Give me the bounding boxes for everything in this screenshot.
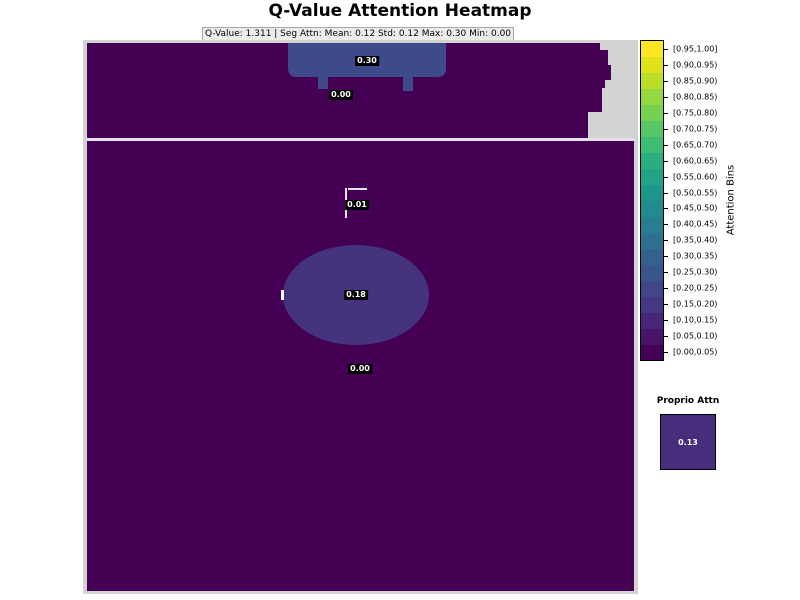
colorbar-tick <box>664 272 668 274</box>
colorbar-tick-label: [0.40,0.45) <box>673 219 718 229</box>
colorbar-tick <box>664 224 668 226</box>
segment-label-floor: 0.00 <box>348 364 372 374</box>
colorbar-tick <box>664 208 668 210</box>
colorbar-tick <box>664 176 668 178</box>
colorbar-segment <box>641 216 663 233</box>
colorbar-tick-label: [0.65,0.70) <box>673 140 718 150</box>
colorbar-tick-label: [0.90,0.95) <box>673 60 718 70</box>
colorbar-tick-label: [0.95,1.00] <box>673 44 718 54</box>
colorbar-tick-label: [0.45,0.50) <box>673 203 718 213</box>
colorbar-segment <box>641 344 663 361</box>
colorbar-tick <box>664 352 668 354</box>
colorbar-segment <box>641 232 663 249</box>
segment-label-stick: 0.01 <box>345 200 369 210</box>
colorbar-tick <box>664 240 668 242</box>
colorbar-segment <box>641 328 663 345</box>
colorbar-tick-label: [0.85,0.90) <box>673 76 718 86</box>
heatmap-svg <box>87 43 634 591</box>
colorbar-segment <box>641 72 663 90</box>
colorbar-segment <box>641 264 663 281</box>
segment-label-upper-shelf: 0.00 <box>329 90 353 100</box>
stats-box: Q-Value: 1.311 | Seg Attn: Mean: 0.12 St… <box>202 27 515 41</box>
colorbar-segment <box>641 152 663 170</box>
colorbar-segment <box>641 88 663 106</box>
segment-label-top-object: 0.30 <box>355 56 379 66</box>
colorbar-segment <box>641 136 663 154</box>
colorbar <box>640 40 664 361</box>
colorbar-segment <box>641 296 663 313</box>
colorbar-tick <box>664 144 668 146</box>
proprio-value: 0.13 <box>678 437 698 447</box>
colorbar-tick <box>664 64 668 66</box>
colorbar-segment <box>641 200 663 217</box>
colorbar-tick <box>664 192 668 194</box>
seam-line <box>87 138 634 141</box>
colorbar-tick-label: [0.50,0.55) <box>673 188 718 198</box>
top-object-leg-right <box>403 76 413 91</box>
colorbar-tick <box>664 160 668 162</box>
stick-top <box>348 188 367 190</box>
colorbar-segment <box>641 312 663 329</box>
proprio-title: Proprio Attn <box>656 396 720 406</box>
colorbar-tick-label: [0.05,0.10) <box>673 331 718 341</box>
colorbar-tick-label: [0.25,0.30) <box>673 267 718 277</box>
colorbar-segment <box>641 56 663 74</box>
colorbar-tick-label: [0.60,0.65) <box>673 156 718 166</box>
colorbar-tick-label: [0.30,0.35) <box>673 251 718 261</box>
colorbar-tick <box>664 112 668 114</box>
colorbar-segment <box>641 184 663 201</box>
colorbar-tick <box>664 336 668 338</box>
colorbar-tick <box>664 128 668 130</box>
colorbar-tick <box>664 288 668 290</box>
colorbar-segment <box>641 41 663 58</box>
colorbar-tick-label: [0.80,0.85) <box>673 92 718 102</box>
segment-label-round-object: 0.18 <box>344 290 368 300</box>
heatmap-frame: 0.30 0.00 0.01 0.18 0.00 <box>83 40 638 594</box>
chart-title: Q-Value Attention Heatmap <box>268 1 532 21</box>
colorbar-title: Attention Bins <box>725 164 737 236</box>
colorbar-tick-label: [0.20,0.25) <box>673 283 718 293</box>
round-object-edge <box>281 290 284 300</box>
colorbar-tick <box>664 96 668 98</box>
colorbar-tick-label: [0.35,0.40) <box>673 235 718 245</box>
colorbar-segment <box>641 120 663 138</box>
colorbar-tick <box>664 48 668 50</box>
colorbar-segment <box>641 280 663 297</box>
top-object-leg-left <box>318 76 328 89</box>
proprio-box: 0.13 <box>660 414 716 470</box>
colorbar-tick-label: [0.70,0.75) <box>673 124 718 134</box>
colorbar-tick <box>664 256 668 258</box>
colorbar-segment <box>641 248 663 265</box>
colorbar-tick <box>664 304 668 306</box>
colorbar-tick <box>664 320 668 322</box>
colorbar-tick-label: [0.15,0.20) <box>673 299 718 309</box>
colorbar-tick-label: [0.75,0.80) <box>673 108 718 118</box>
colorbar-segment <box>641 168 663 186</box>
colorbar-tick-label: [0.10,0.15) <box>673 315 718 325</box>
colorbar-segment <box>641 104 663 122</box>
colorbar-tick <box>664 80 668 82</box>
colorbar-tick-label: [0.55,0.60) <box>673 172 718 182</box>
colorbar-tick-label: [0.00,0.05) <box>673 347 718 357</box>
